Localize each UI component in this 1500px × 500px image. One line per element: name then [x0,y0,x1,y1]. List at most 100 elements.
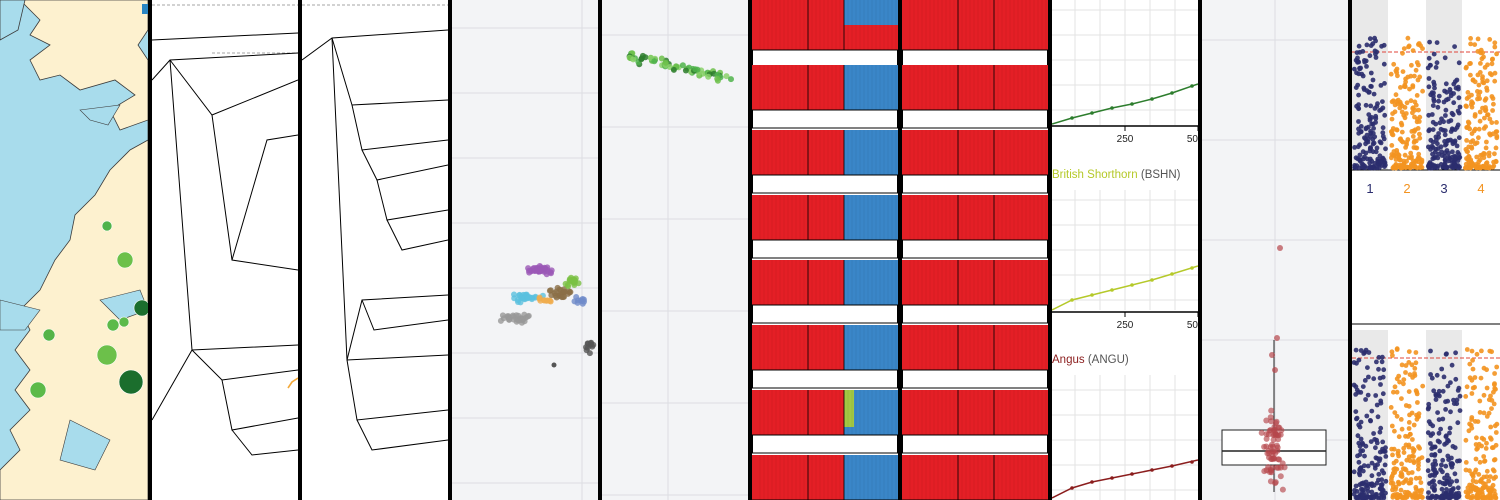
curve-series-3 [1052,459,1198,499]
point [1487,37,1493,42]
point [1406,44,1411,50]
point [1432,165,1437,170]
point [1354,489,1360,494]
point [1465,90,1471,95]
point [1448,164,1454,169]
admixture-panel-1 [752,0,898,500]
point [1456,60,1462,66]
point [1407,480,1413,486]
point [1356,59,1362,65]
admixture-row [902,0,1048,50]
point [1378,425,1384,431]
point [1398,85,1403,90]
curves-panel: 250 50 250 50 British Shorthorn (BSHN) A… [1052,0,1198,500]
point [1409,362,1415,368]
point [1417,135,1423,141]
point [1371,140,1377,146]
point [1488,435,1493,441]
tick-label: 50 [1187,134,1198,145]
point [1417,114,1423,120]
point [1453,164,1458,170]
point [1463,437,1469,443]
point [1477,96,1482,101]
point [1352,491,1357,497]
curve-series-1 [1052,83,1198,125]
point [1365,463,1371,469]
point [1406,349,1412,354]
point [1482,115,1487,121]
point [1451,100,1457,106]
point [1436,93,1442,99]
point [1356,105,1361,111]
point [1416,119,1422,124]
point [1469,377,1475,383]
point [1490,467,1496,473]
point [1373,445,1378,451]
point [1451,401,1457,406]
point [1442,88,1447,94]
point [1276,424,1283,431]
point [1481,155,1487,161]
point [1488,424,1494,430]
point [1270,432,1277,439]
point [1391,61,1397,67]
point [1368,165,1373,171]
point [1467,482,1472,488]
point [515,312,522,319]
point [1270,464,1276,471]
point [1448,90,1454,95]
point [1399,426,1405,432]
point [1452,140,1458,145]
chromosome-label: 3 [1440,181,1447,196]
point [1359,486,1364,492]
point [1411,460,1417,466]
point [1494,133,1500,139]
point [1390,494,1396,500]
point [1464,384,1470,390]
point [1479,435,1485,441]
point [1354,416,1359,422]
point [1417,475,1423,481]
point [1364,132,1370,138]
point [1361,463,1367,469]
point [1389,99,1395,105]
admixture-row [902,65,1048,110]
point [1443,463,1449,469]
point [1463,489,1469,495]
point [1447,425,1453,431]
point [1378,382,1383,387]
point [1415,156,1420,162]
point [1474,154,1480,160]
point [1375,414,1381,420]
point [1388,71,1394,77]
point [1433,493,1439,499]
point [1420,46,1425,51]
point [1484,468,1490,474]
point [1449,464,1455,470]
admixture-component [844,260,898,305]
point [1410,437,1415,442]
point [1276,456,1283,463]
point [1356,119,1361,124]
point [1428,495,1434,500]
point [1477,410,1483,415]
point [1389,143,1395,148]
point [1414,389,1420,395]
point [1415,400,1420,405]
point [1263,435,1270,442]
point [1457,104,1463,110]
point [1463,460,1469,465]
point [1375,101,1380,106]
point [1442,475,1447,481]
point [1270,455,1277,462]
point [510,316,517,323]
point [1373,149,1379,155]
point [1426,76,1432,81]
point [1363,150,1369,156]
point [1426,55,1432,61]
point [1492,381,1497,386]
point [1389,477,1394,483]
point [1426,84,1432,90]
point [571,298,578,305]
point [1405,489,1410,495]
